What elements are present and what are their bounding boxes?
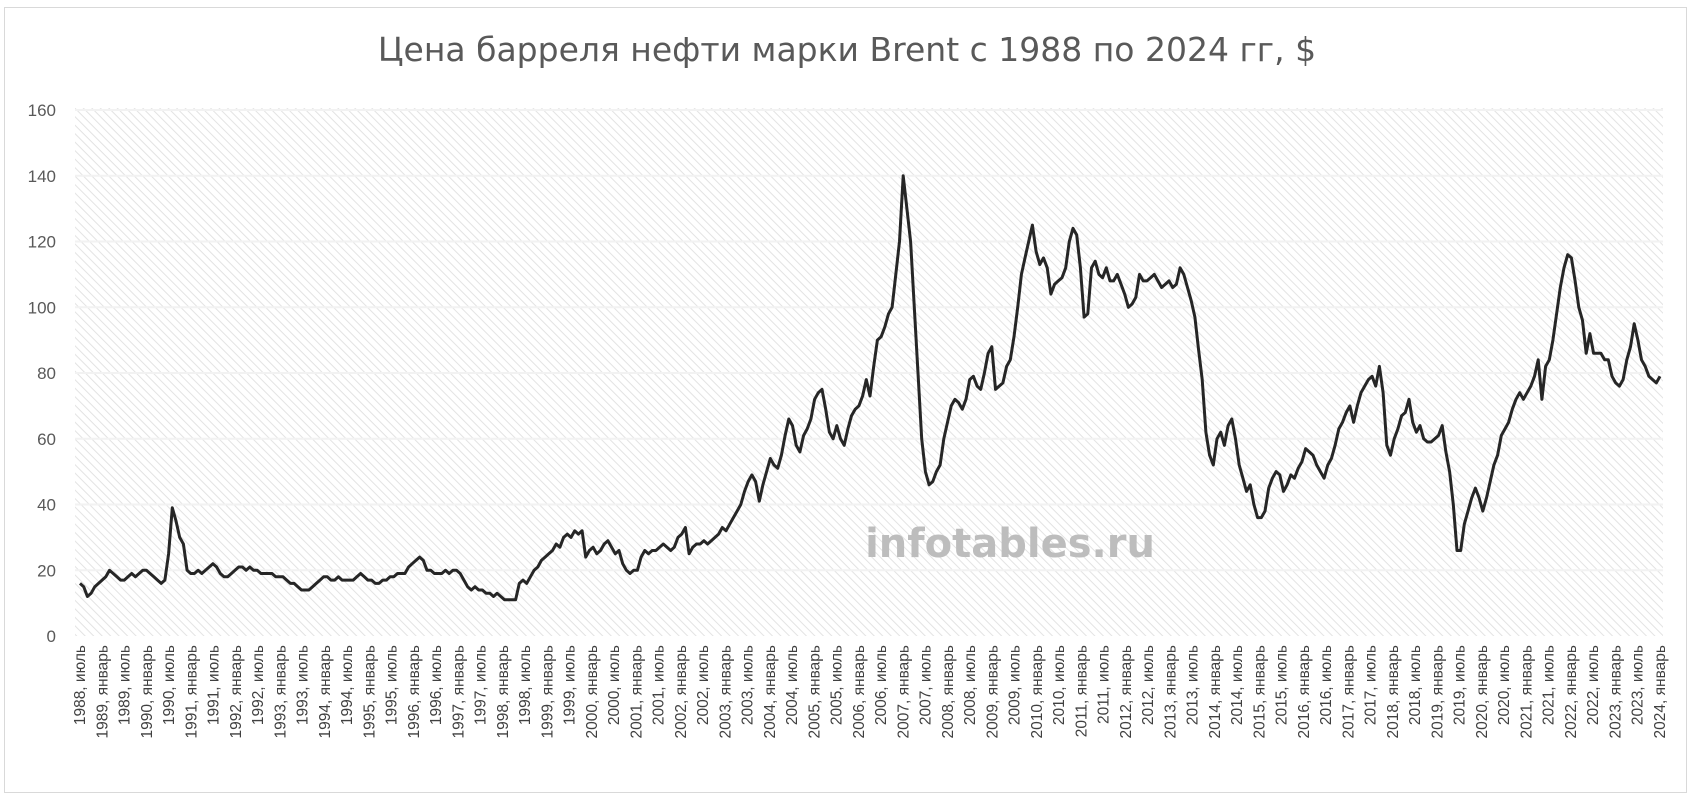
x-tick-label: 2002, январь <box>673 645 690 738</box>
x-tick-label: 2010, январь <box>1029 645 1046 738</box>
y-tick-label: 140 <box>28 167 56 186</box>
x-tick-label: 2013, январь <box>1162 645 1179 738</box>
y-tick-label: 120 <box>28 233 56 252</box>
series-line-brent <box>79 174 1662 602</box>
x-tick-label: 2002, июль <box>695 645 712 725</box>
x-tick-label: 1997, январь <box>450 645 467 738</box>
x-tick-label: 2020, январь <box>1474 645 1491 738</box>
x-tick-label: 1996, январь <box>406 645 423 738</box>
x-tick-label: 2015, январь <box>1251 645 1268 738</box>
x-tick-label: 2000, январь <box>584 645 601 738</box>
y-tick-label: 40 <box>37 496 56 515</box>
x-tick-label: 1996, июль <box>428 645 445 725</box>
x-tick-label: 2018, январь <box>1385 645 1402 738</box>
x-tick-label: 1992, июль <box>250 645 267 725</box>
x-axis: 1988, июль 1989, январь 1989, июль 1990, ян… <box>72 645 1669 738</box>
x-tick-label: 2001, январь <box>628 645 645 738</box>
x-tick-label: 2004, июль <box>784 645 801 725</box>
x-tick-label: 2008, июль <box>962 645 979 725</box>
x-tick-label: 1991, январь <box>183 645 200 738</box>
x-tick-label: 2011, июль <box>1096 645 1113 724</box>
x-tick-label: 2019, январь <box>1429 645 1446 738</box>
x-tick-label: 2007, июль <box>918 645 935 725</box>
y-tick-label: 160 <box>28 101 56 120</box>
x-tick-label: 2015, июль <box>1274 645 1291 725</box>
x-tick-label: 2016, январь <box>1296 645 1313 738</box>
x-tick-label: 2012, январь <box>1118 645 1135 738</box>
x-tick-label: 2005, июль <box>829 645 846 725</box>
x-tick-label: 1995, июль <box>384 645 401 725</box>
x-tick-label: 2006, июль <box>873 645 890 725</box>
x-tick-label: 2005, январь <box>806 645 823 738</box>
y-tick-label: 60 <box>37 430 56 449</box>
chart-frame <box>4 7 1687 793</box>
x-tick-label: 1989, январь <box>94 645 111 738</box>
x-tick-label: 2006, январь <box>851 645 868 738</box>
x-tick-label: 1997, июль <box>473 645 490 725</box>
x-tick-label: 1993, январь <box>272 645 289 738</box>
x-tick-label: 2020, июль <box>1496 645 1513 725</box>
x-tick-label: 2008, январь <box>940 645 957 738</box>
x-tick-label: 2018, июль <box>1407 645 1424 725</box>
x-tick-label: 2021, июль <box>1541 645 1558 725</box>
chart-title: Цена барреля нефти марки Brent с 1988 по… <box>377 30 1317 69</box>
x-tick-label: 2001, июль <box>651 645 668 725</box>
x-tick-label: 2012, июль <box>1140 645 1157 725</box>
y-tick-label: 20 <box>37 561 56 580</box>
x-tick-label: 2013, июль <box>1185 645 1202 725</box>
x-tick-label: 2023, июль <box>1630 645 1647 725</box>
x-tick-label: 2014, июль <box>1229 645 1246 725</box>
x-tick-label: 2003, январь <box>717 645 734 738</box>
x-tick-label: 1989, июль <box>117 645 134 725</box>
x-tick-label: 2009, июль <box>1007 645 1024 725</box>
x-tick-label: 2000, июль <box>606 645 623 725</box>
y-tick-label: 0 <box>47 627 56 646</box>
x-tick-label: 2010, июль <box>1051 645 1068 725</box>
x-tick-label: 2003, июль <box>740 645 757 725</box>
x-tick-label: 1995, январь <box>361 645 378 738</box>
x-tick-label: 1990, январь <box>139 645 156 738</box>
x-tick-label: 2004, январь <box>762 645 779 738</box>
x-tick-label: 1993, июль <box>295 645 312 725</box>
x-tick-label: 2024, январь <box>1652 645 1669 738</box>
x-tick-label: 1991, июль <box>206 645 223 725</box>
x-tick-label: 1990, июль <box>161 645 178 725</box>
x-tick-label: 2014, январь <box>1207 645 1224 738</box>
x-tick-label: 2022, январь <box>1563 645 1580 738</box>
y-tick-label: 100 <box>28 298 56 317</box>
x-tick-label: 1999, январь <box>539 645 556 738</box>
x-tick-label: 2022, июль <box>1585 645 1602 725</box>
y-tick-label: 80 <box>37 364 56 383</box>
x-tick-label: 1988, июль <box>72 645 89 725</box>
x-tick-label: 1999, июль <box>562 645 579 725</box>
gridlines <box>75 109 1663 572</box>
x-tick-label: 2021, январь <box>1518 645 1535 738</box>
x-tick-label: 2009, январь <box>984 645 1001 738</box>
x-tick-label: 2016, июль <box>1318 645 1335 725</box>
x-tick-label: 2019, июль <box>1452 645 1469 725</box>
x-tick-label: 2023, январь <box>1607 645 1624 738</box>
x-tick-label: 2017, январь <box>1340 645 1357 738</box>
y-axis: 0 20 40 60 80 100 120 140 160 <box>28 101 56 646</box>
x-tick-label: 2017, июль <box>1363 645 1380 725</box>
x-tick-label: 1998, январь <box>495 645 512 738</box>
x-tick-label: 2011, январь <box>1073 645 1090 737</box>
x-tick-label: 1994, январь <box>317 645 334 738</box>
x-tick-label: 1998, июль <box>517 645 534 725</box>
x-tick-label: 1992, январь <box>228 645 245 738</box>
x-tick-label: 2007, январь <box>895 645 912 738</box>
watermark: infotables.ru <box>865 521 1155 567</box>
x-tick-label: 1994, июль <box>339 645 356 725</box>
